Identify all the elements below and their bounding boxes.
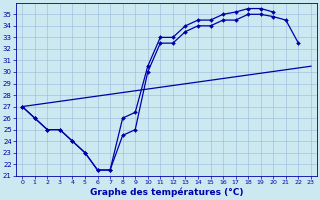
X-axis label: Graphe des températures (°C): Graphe des températures (°C): [90, 188, 243, 197]
